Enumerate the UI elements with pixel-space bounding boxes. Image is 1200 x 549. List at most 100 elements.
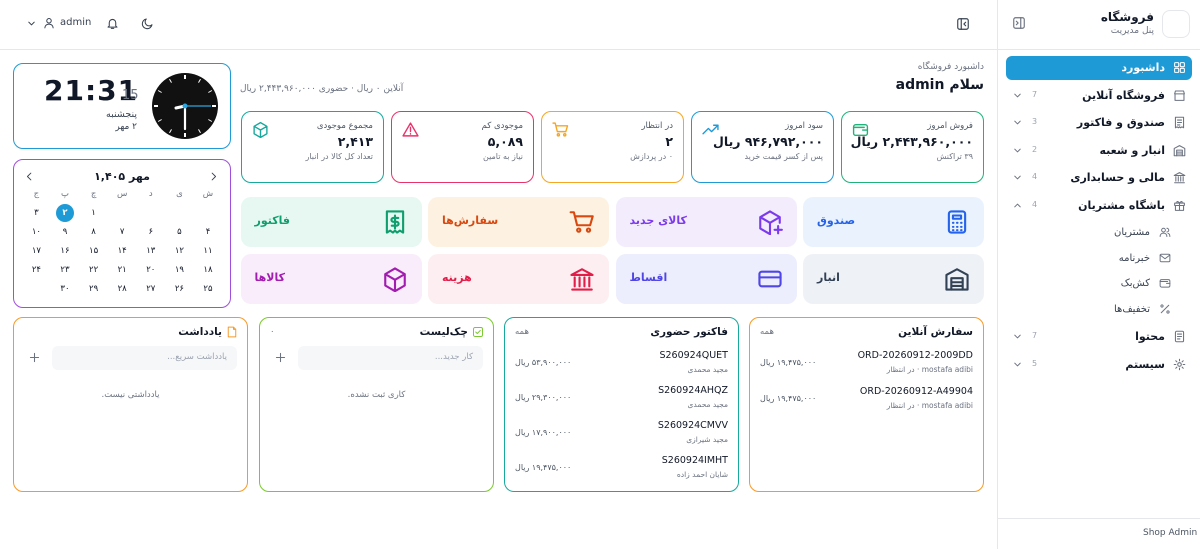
- icon-part: [1014, 334, 1021, 339]
- calendar-day[interactable]: ۱۸: [203, 265, 213, 275]
- calendar-day[interactable]: ۱۴: [117, 246, 127, 256]
- text-input[interactable]: یادداشت سریع...: [52, 346, 237, 370]
- menu-item[interactable]: انبار و شعبه 2: [1006, 139, 1192, 163]
- submenu-item[interactable]: خبرنامه: [1006, 248, 1192, 270]
- menu-item[interactable]: مالی و حسابداری 4: [1006, 166, 1192, 190]
- row-meta: mostafa adibi · در انتظار: [886, 365, 973, 374]
- calendar-day[interactable]: ۱۳: [146, 246, 156, 256]
- brand-subtitle: پنل مدیریت: [1110, 26, 1154, 36]
- icon-part: [402, 122, 419, 137]
- icon-part: [253, 121, 268, 138]
- quick-action-label: هزینه: [442, 271, 472, 284]
- calendar-day[interactable]: ۲۹: [89, 284, 99, 294]
- menu-item[interactable]: سیستم 5: [1006, 353, 1192, 377]
- row-id: S260924QUET: [659, 350, 728, 361]
- calendar-day[interactable]: ۱۰: [31, 227, 41, 237]
- icon: [1160, 304, 1170, 314]
- calendar-day[interactable]: ۲۰: [146, 265, 156, 275]
- calendar-day[interactable]: ۸: [91, 227, 96, 237]
- menu-item[interactable]: فروشگاه آنلاین 7: [1006, 84, 1192, 108]
- list-row[interactable]: S260924QUET مجید محمدی ۵۳,۹۰۰,۰۰۰ ریال: [513, 350, 730, 380]
- menu-item-active[interactable]: داشبورد: [1006, 56, 1192, 80]
- stat-label: موجودی کم: [481, 121, 523, 131]
- quick-action[interactable]: کالاها: [240, 254, 422, 304]
- list-row[interactable]: S260924CMVV مجید شیرازی ۱۷,۹۰۰,۰۰۰ ریال: [513, 420, 730, 450]
- notifications[interactable]: [106, 17, 120, 31]
- quick-action[interactable]: هزینه: [428, 254, 609, 304]
- list-row[interactable]: ORD-20260912-A49904 mostafa adibi · در ان…: [758, 386, 975, 416]
- calendar-day[interactable]: ۳: [34, 208, 39, 218]
- calendar-card: مهر ۱,۴۰۵ ش ی د س چ پ ج ۱ ۲ ۳ ۴ ۵ ۶ ۷ ۸ ۹ ۱۰ ۱۱ ۱۲ ۱۳ ۱۴ ۱۵ ۱۶ ۱…: [13, 159, 231, 308]
- submenu-item[interactable]: مشتریان: [1006, 222, 1192, 244]
- calendar-day[interactable]: ۱: [91, 208, 96, 218]
- calendar-next[interactable]: [208, 171, 220, 183]
- quick-action[interactable]: اقساط: [615, 254, 797, 304]
- calendar-day[interactable]: ۲۳: [60, 265, 70, 275]
- calendar-day[interactable]: ۴: [205, 227, 211, 237]
- quick-action[interactable]: کالای جدید: [615, 197, 797, 247]
- calendar-day[interactable]: ۹: [62, 227, 68, 237]
- submenu-item[interactable]: کش‌بک: [1006, 273, 1192, 295]
- user-menu[interactable]: admin: [24, 14, 94, 34]
- menu-item[interactable]: باشگاه مشتریان 4: [1006, 194, 1192, 218]
- add-button[interactable]: [28, 351, 42, 365]
- calendar-day[interactable]: ۱۹: [174, 265, 184, 275]
- collapse-sidebar[interactable]: [1012, 16, 1028, 32]
- quick-action[interactable]: انبار: [803, 254, 984, 304]
- calendar-day[interactable]: ۲۶: [174, 284, 184, 294]
- calendar-day[interactable]: ۱۷: [31, 246, 41, 256]
- calendar-day[interactable]: ۷: [119, 227, 125, 237]
- menu-item[interactable]: محتوا 7: [1006, 325, 1192, 349]
- calendar-day[interactable]: ۲۷: [146, 284, 156, 294]
- calendar-day[interactable]: ۱۶: [60, 246, 70, 256]
- quick-action[interactable]: سفارش‌ها: [428, 197, 609, 247]
- icon-part: [1014, 120, 1021, 125]
- list-row[interactable]: S260924IMHT شایان احمد زاده ۱۹,۴۷۵,۰۰۰ ریا…: [513, 455, 730, 485]
- sidebar: فروشگاه پنل مدیریت داشبورد فروشگاه آنلاین 7 ص…: [997, 0, 1200, 549]
- calendar-prev[interactable]: [24, 171, 36, 183]
- menu-count: 4: [1032, 199, 1038, 209]
- view-all[interactable]: همه: [760, 327, 774, 337]
- calendar-day[interactable]: ۲۴: [31, 265, 41, 275]
- calendar-day[interactable]: ۲۵: [203, 284, 213, 294]
- calendar-day[interactable]: ۲۸: [117, 284, 127, 294]
- view-all[interactable]: همه: [515, 327, 529, 337]
- icon-part: [772, 225, 783, 235]
- quick-action[interactable]: فاکتور: [240, 197, 422, 247]
- calendar-day[interactable]: ۱۲: [174, 246, 184, 256]
- icon-part: [389, 214, 400, 230]
- icon-part: [1176, 119, 1183, 126]
- calendar-day[interactable]: ۵: [177, 227, 182, 237]
- calendar-day[interactable]: ۱۵: [89, 246, 99, 256]
- icon-part: [1159, 281, 1171, 285]
- calendar-day[interactable]: ۲۲: [89, 265, 99, 275]
- calendar-day[interactable]: ۲۱: [117, 265, 127, 275]
- stat-value: ۵,۰۸۹: [487, 134, 523, 149]
- quick-action[interactable]: صندوق: [803, 197, 984, 247]
- menu-label: فروشگاه آنلاین: [1082, 88, 1165, 102]
- quick-action-label: انبار: [817, 271, 840, 284]
- icon-part: [1174, 90, 1185, 101]
- panel-title: یادداشت: [178, 326, 222, 338]
- submenu-item[interactable]: تخفیف‌ها: [1006, 299, 1192, 321]
- topbar: admin: [0, 0, 997, 50]
- clock-part: [157, 119, 162, 122]
- calendar-day[interactable]: ۳۰: [60, 284, 70, 294]
- sidebar-footer-border: [998, 518, 1200, 519]
- panel-count: ۰: [270, 327, 275, 337]
- text-input[interactable]: کار جدید...: [298, 346, 483, 370]
- stat-note: ۰ در پردازش: [630, 152, 673, 161]
- icon: [28, 21, 35, 26]
- brand-logo: [1162, 10, 1190, 38]
- theme-toggle[interactable]: [141, 17, 155, 31]
- toggle-sidebar[interactable]: [956, 17, 972, 33]
- menu-item[interactable]: صندوق و فاکتور 3: [1006, 111, 1192, 135]
- calendar-day-today[interactable]: ۲: [56, 204, 74, 222]
- calendar-title: مهر ۱,۴۰۵: [94, 170, 150, 183]
- list-row[interactable]: ORD-20260912-2009DD mostafa adibi · در ان…: [758, 350, 975, 380]
- calendar-day[interactable]: ۱۱: [203, 246, 213, 256]
- icon: [758, 210, 783, 235]
- calendar-day[interactable]: ۶: [148, 227, 154, 237]
- list-row[interactable]: S260924AHQZ مجید محمدی ۲۹,۳۰۰,۰۰۰ ریال: [513, 385, 730, 415]
- add-button[interactable]: [274, 351, 288, 365]
